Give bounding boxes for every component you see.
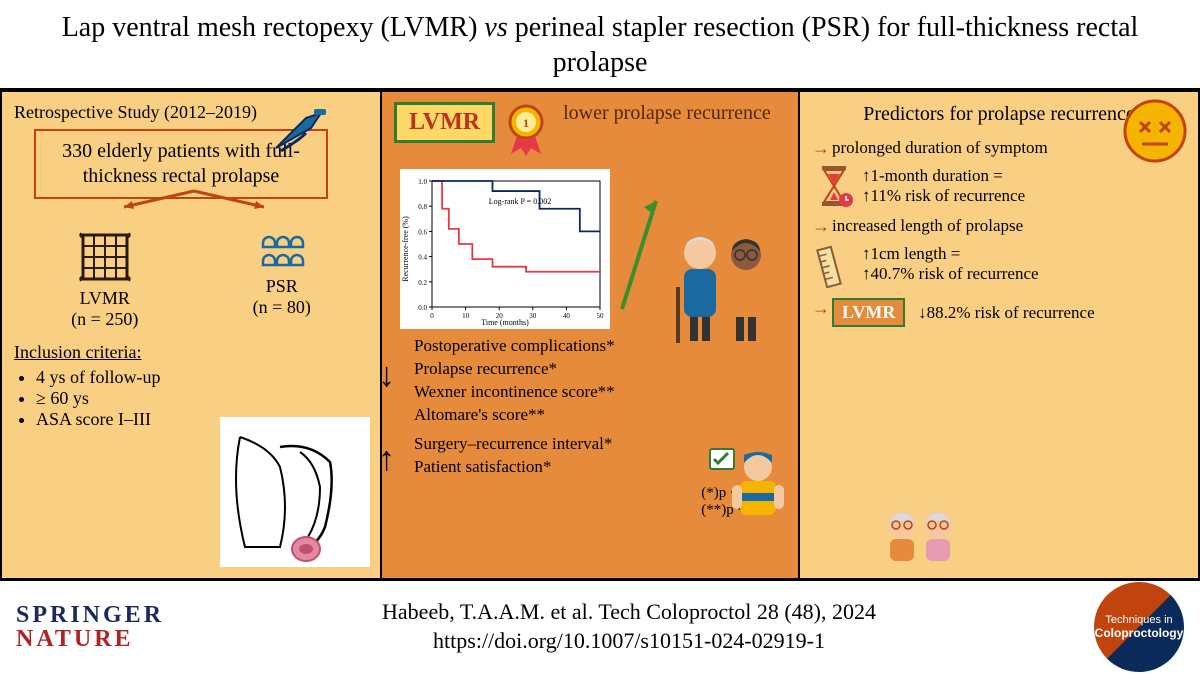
arm-psr: PSR (n = 80)	[253, 231, 311, 330]
journal-t2: Coloproctology	[1094, 626, 1184, 640]
up-arrow-icon: ↑	[378, 437, 395, 483]
km-logrank: Log-rank P = 0.002	[489, 197, 551, 206]
green-up-arrow-icon	[612, 189, 668, 319]
citation-line1: Habeeb, T.A.A.M. et al. Tech Coloproctol…	[164, 598, 1094, 627]
publisher-logo: SPRINGER NATURE	[16, 603, 164, 651]
predictor-duration: → prolonged duration of symptom	[812, 138, 1186, 158]
km-chart: 010203040500.00.20.40.60.81.0 Time (mont…	[400, 169, 610, 329]
page-title: Lap ventral mesh rectopexy (LVMR) vs per…	[0, 0, 1200, 90]
patient-satisfaction-icon	[704, 445, 790, 550]
bullet-arrow-icon: →	[812, 298, 830, 319]
citation: Habeeb, T.A.A.M. et al. Tech Coloproctol…	[164, 598, 1094, 655]
svg-text:1.0: 1.0	[418, 178, 427, 186]
km-ylabel: Recurrence-free (%)	[401, 216, 410, 282]
mesh-icon	[79, 231, 131, 283]
svg-text:0.2: 0.2	[418, 279, 427, 287]
svg-text:10: 10	[462, 312, 470, 320]
scalpel-icon	[266, 103, 336, 170]
bullet-arrow-icon: →	[812, 216, 830, 237]
predictor-length-detail: ↑1cm length = ↑40.7% risk of recurrence	[812, 244, 1186, 284]
outcome-item: Prolapse recurrence*	[414, 358, 786, 381]
predictor-duration-detail: ↑1-month duration = ↑11% risk of recurre…	[812, 166, 1186, 206]
outcome-item: Wexner incontinence score**	[414, 381, 786, 404]
incl-item: 4 ys of follow-up	[36, 367, 368, 388]
svg-text:0.0: 0.0	[418, 304, 427, 312]
ruler-icon	[816, 242, 860, 295]
sad-face-icon	[1122, 98, 1188, 169]
lvmr-small-badge: LVMR	[832, 298, 905, 327]
svg-text:0.8: 0.8	[418, 203, 427, 211]
svg-text:0.4: 0.4	[418, 254, 427, 262]
down-arrow-icon: ↓	[378, 353, 395, 399]
arm2-name: PSR	[266, 276, 298, 296]
svg-text:1: 1	[523, 116, 529, 130]
predictor-lvmr: → LVMR ↓88.2% risk of recurrence	[812, 298, 1186, 327]
outcome-item: Altomare's score**	[414, 404, 786, 427]
split-arrow-icon	[94, 189, 294, 211]
arm1-name: LVMR	[80, 288, 130, 308]
anatomy-icon	[220, 417, 370, 572]
stapler-seats-icon	[257, 231, 307, 271]
hourglass-icon	[816, 164, 856, 213]
incl-item: ≥ 60 ys	[36, 388, 368, 409]
arm-lvmr: LVMR (n = 250)	[71, 231, 138, 330]
svg-text:50: 50	[597, 312, 605, 320]
outcomes-decreased: ↓ Postoperative complications* Prolapse …	[394, 335, 786, 427]
svg-text:40: 40	[563, 312, 571, 320]
svg-text:30: 30	[529, 312, 537, 320]
content-row: Retrospective Study (2012–2019) 330 elde…	[0, 90, 1200, 580]
lower-recurrence-label: lower prolapse recurrence	[563, 102, 771, 124]
nature-text: NATURE	[16, 627, 164, 651]
panel-predictors: Predictors for prolapse recurrence → pro…	[800, 90, 1200, 580]
outcome-item: Postoperative complications*	[414, 335, 786, 358]
bullet-arrow-icon: →	[812, 138, 830, 159]
km-xlabel: Time (months)	[481, 318, 529, 327]
panel-results: LVMR 1 lower prolapse recurrence 0102030…	[380, 90, 800, 580]
patients-text: 330 elderly patients with full-thickness…	[62, 140, 300, 187]
svg-text:0: 0	[430, 312, 434, 320]
citation-line2: https://doi.org/10.1007/s10151-024-02919…	[164, 627, 1094, 656]
elderly-couple-small-icon	[880, 505, 960, 570]
predictors-list: → prolonged duration of symptom ↑1-mont	[812, 138, 1186, 327]
arm2-n: (n = 80)	[253, 297, 311, 317]
springer-text: SPRINGER	[16, 603, 164, 627]
arm1-n: (n = 250)	[71, 309, 138, 329]
panel-study-design: Retrospective Study (2012–2019) 330 elde…	[0, 90, 380, 580]
journal-t1: Techniques in	[1094, 614, 1184, 626]
study-arms: LVMR (n = 250) PSR (n = 80)	[14, 231, 368, 330]
lvmr-badge: LVMR	[394, 102, 495, 143]
predictor-length: → increased length of prolapse	[812, 216, 1186, 236]
footer: SPRINGER NATURE Habeeb, T.A.A.M. et al. …	[0, 580, 1200, 673]
svg-text:0.6: 0.6	[418, 228, 427, 236]
journal-logo: Techniques in Coloproctology	[1094, 582, 1184, 672]
incl-title: Inclusion criteria:	[14, 342, 141, 362]
medal-icon: 1	[503, 102, 549, 163]
